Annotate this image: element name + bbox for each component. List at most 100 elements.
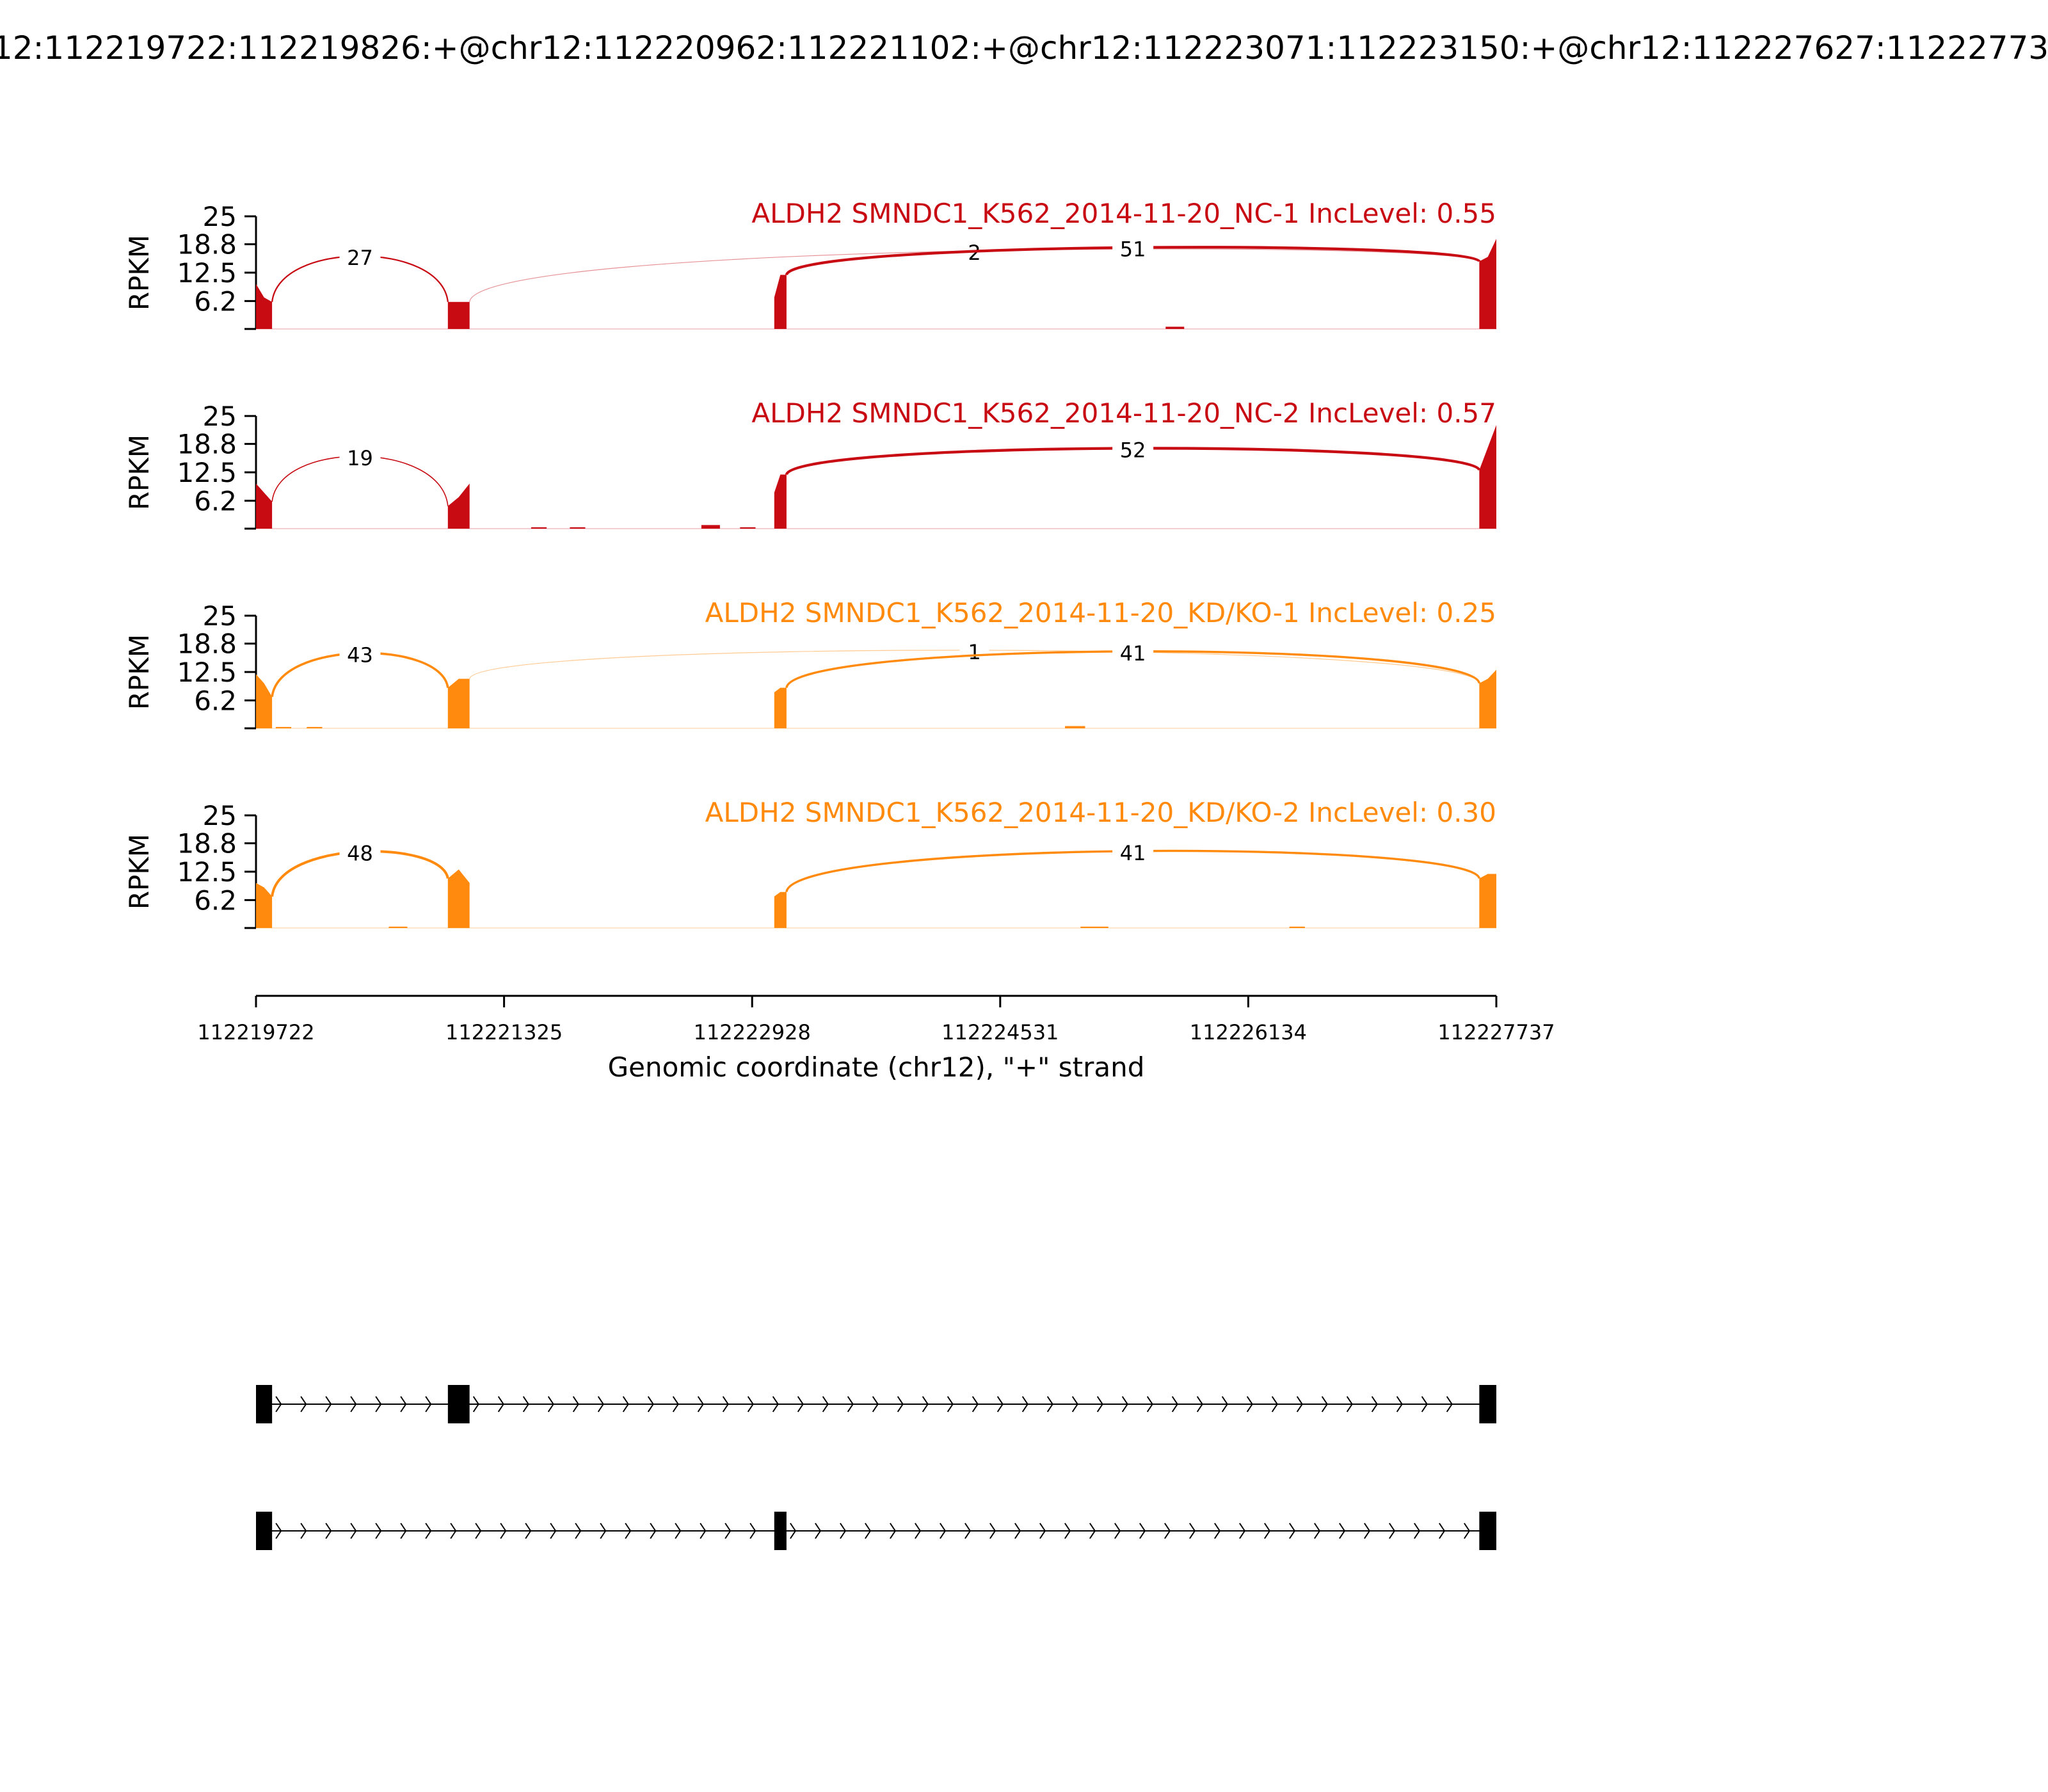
junction-count-label: 1 xyxy=(968,640,980,664)
x-tick-label: 112224531 xyxy=(941,1020,1059,1044)
strand-arrow xyxy=(472,1396,479,1412)
junction-count-label: 19 xyxy=(347,446,373,470)
strand-arrow xyxy=(1121,1396,1128,1412)
x-tick-label: 112222928 xyxy=(694,1020,811,1044)
y-tick-label: 18.8 xyxy=(177,628,237,660)
strand-arrow xyxy=(275,1396,282,1412)
strand-arrow xyxy=(1171,1396,1178,1412)
strand-arrow xyxy=(622,1396,629,1412)
junction-count-label: 51 xyxy=(1120,237,1146,262)
strand-arrow xyxy=(1439,1523,1446,1539)
strand-arrow xyxy=(475,1523,482,1539)
x-axis-label: Genomic coordinate (chr12), "+" strand xyxy=(608,1052,1145,1083)
coverage-block xyxy=(447,678,470,728)
strand-arrow xyxy=(1221,1396,1228,1412)
strand-arrow xyxy=(722,1396,729,1412)
coverage-block xyxy=(256,883,273,928)
strand-arrow xyxy=(625,1523,632,1539)
strand-arrow xyxy=(672,1396,679,1412)
coverage-block xyxy=(256,284,273,329)
strand-arrow xyxy=(325,1523,332,1539)
coverage-block xyxy=(1065,726,1085,728)
strand-arrow xyxy=(275,1523,282,1539)
y-tick-label: 12.5 xyxy=(177,257,237,289)
coverage-block xyxy=(447,301,470,329)
coverage-block xyxy=(256,674,273,728)
strand-arrow xyxy=(375,1396,382,1412)
strand-arrow xyxy=(1114,1523,1121,1539)
track-title: ALDH2 SMNDC1_K562_2014-11-20_KD/KO-1 Inc… xyxy=(705,597,1496,628)
strand-arrow xyxy=(872,1396,879,1412)
strand-arrow xyxy=(547,1396,554,1412)
strand-arrow xyxy=(572,1396,579,1412)
coverage-block xyxy=(447,869,470,928)
junction-count-label: 48 xyxy=(347,842,373,866)
y-tick-label: 6.2 xyxy=(194,485,237,516)
coverage-block xyxy=(774,474,787,529)
strand-arrow xyxy=(790,1523,797,1539)
strand-arrow xyxy=(1371,1396,1378,1412)
junction-label-bg xyxy=(339,443,381,469)
junction-count-label: 27 xyxy=(347,246,373,270)
strand-arrow xyxy=(1189,1523,1196,1539)
y-tick-label: 6.2 xyxy=(194,884,237,916)
strand-arrow xyxy=(1464,1523,1471,1539)
coverage-block xyxy=(701,525,720,529)
strand-arrow xyxy=(840,1523,847,1539)
strand-arrow xyxy=(1289,1523,1296,1539)
strand-arrow xyxy=(700,1523,707,1539)
strand-arrow xyxy=(1446,1396,1453,1412)
junction-label-bg xyxy=(1112,435,1154,461)
strand-arrow xyxy=(650,1523,657,1539)
strand-arrow xyxy=(600,1523,607,1539)
coverage-block xyxy=(531,527,547,529)
strand-arrow xyxy=(772,1396,779,1412)
coverage-block xyxy=(740,527,756,529)
junction-count-label: 41 xyxy=(1120,841,1146,865)
y-tick-label: 18.8 xyxy=(177,229,237,260)
junction-label-bg xyxy=(1112,838,1154,864)
strand-arrow xyxy=(922,1396,929,1412)
coverage-block xyxy=(1479,669,1496,728)
y-tick-label: 25 xyxy=(203,401,237,432)
strand-arrow xyxy=(375,1523,382,1539)
strand-arrow xyxy=(325,1396,332,1412)
strand-arrow xyxy=(1271,1396,1278,1412)
junction-count-label: 43 xyxy=(347,643,373,667)
y-tick-label: 18.8 xyxy=(177,828,237,860)
strand-arrow xyxy=(550,1523,557,1539)
strand-arrow xyxy=(1246,1396,1253,1412)
coverage-block xyxy=(1479,239,1496,329)
strand-arrow xyxy=(1064,1523,1071,1539)
x-tick-label: 112227737 xyxy=(1437,1020,1555,1044)
strand-arrow xyxy=(425,1523,432,1539)
strand-arrow xyxy=(425,1396,432,1412)
coverage-block xyxy=(275,726,292,728)
strand-arrow xyxy=(964,1523,972,1539)
track-title: ALDH2 SMNDC1_K562_2014-11-20_NC-2 IncLev… xyxy=(751,397,1496,429)
coverage-block xyxy=(307,726,323,728)
strand-arrow xyxy=(450,1523,457,1539)
y-axis-label: RPKM xyxy=(124,235,155,310)
junction-label-bg xyxy=(339,640,381,666)
strand-arrow xyxy=(797,1396,804,1412)
strand-arrow xyxy=(1389,1523,1396,1539)
isoform-2 xyxy=(256,1512,1496,1550)
strand-arrow xyxy=(1321,1396,1328,1412)
strand-arrow xyxy=(940,1523,947,1539)
y-tick-label: 12.5 xyxy=(177,856,237,888)
coverage-block xyxy=(447,483,470,529)
strand-arrow xyxy=(1139,1523,1146,1539)
coverage-block xyxy=(1479,874,1496,928)
strand-arrow xyxy=(1164,1523,1171,1539)
strand-arrow xyxy=(300,1523,307,1539)
strand-arrow xyxy=(1364,1523,1371,1539)
strand-arrow xyxy=(815,1523,822,1539)
coverage-block xyxy=(1479,425,1496,529)
strand-arrow xyxy=(847,1396,854,1412)
exon-block xyxy=(256,1512,273,1550)
strand-arrow xyxy=(897,1396,904,1412)
coverage-block xyxy=(774,687,787,728)
